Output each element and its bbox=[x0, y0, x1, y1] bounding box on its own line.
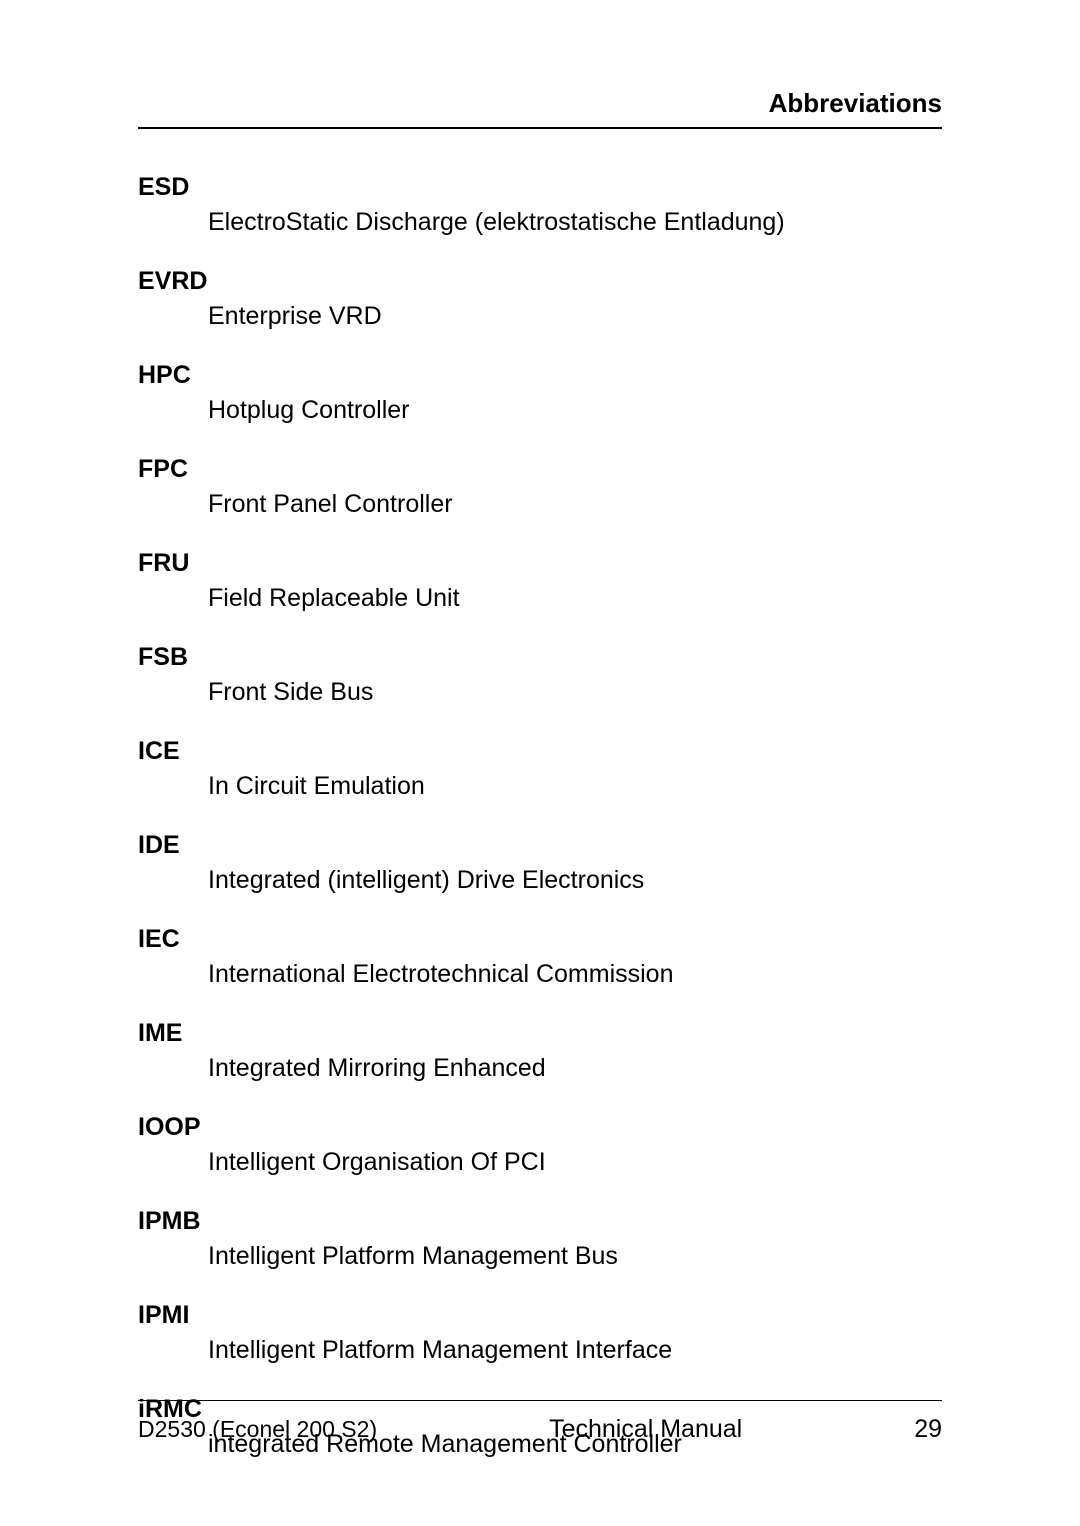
abbrev-entry: IME Integrated Mirroring Enhanced bbox=[138, 1019, 942, 1083]
abbrev-term: HPC bbox=[138, 361, 942, 390]
footer-doc-id: D2530 (Econel 200 S2) bbox=[138, 1416, 377, 1443]
page-footer: D2530 (Econel 200 S2) Technical Manual 2… bbox=[138, 1400, 942, 1444]
abbrev-entry: IPMI Intelligent Platform Management Int… bbox=[138, 1301, 942, 1365]
footer-doc-title: Technical Manual bbox=[549, 1415, 742, 1444]
abbrev-definition: International Electrotechnical Commissio… bbox=[138, 960, 942, 989]
abbrev-term: IOOP bbox=[138, 1113, 942, 1142]
abbrev-definition: Intelligent Platform Management Interfac… bbox=[138, 1336, 942, 1365]
abbrev-definition: Front Panel Controller bbox=[138, 490, 942, 519]
abbrev-definition: Integrated Mirroring Enhanced bbox=[138, 1054, 942, 1083]
footer-page-number: 29 bbox=[914, 1415, 942, 1444]
abbrev-definition: Field Replaceable Unit bbox=[138, 584, 942, 613]
abbrev-entry: HPC Hotplug Controller bbox=[138, 361, 942, 425]
abbrev-term: IPMB bbox=[138, 1207, 942, 1236]
abbrev-term: FPC bbox=[138, 455, 942, 484]
page-header: Abbreviations bbox=[138, 88, 942, 129]
abbrev-definition: ElectroStatic Discharge (elektrostatisch… bbox=[138, 208, 942, 237]
abbrev-entry: IPMB Intelligent Platform Management Bus bbox=[138, 1207, 942, 1271]
header-title: Abbreviations bbox=[769, 88, 942, 118]
abbrev-entry: ICE In Circuit Emulation bbox=[138, 737, 942, 801]
abbrev-definition: Enterprise VRD bbox=[138, 302, 942, 331]
footer-row: D2530 (Econel 200 S2) Technical Manual 2… bbox=[138, 1415, 942, 1444]
abbreviations-list: ESD ElectroStatic Discharge (elektrostat… bbox=[138, 173, 942, 1459]
abbrev-term: IPMI bbox=[138, 1301, 942, 1330]
abbrev-definition: Hotplug Controller bbox=[138, 396, 942, 425]
abbrev-term: ICE bbox=[138, 737, 942, 766]
abbrev-entry: IOOP Intelligent Organisation Of PCI bbox=[138, 1113, 942, 1177]
abbrev-term: FSB bbox=[138, 643, 942, 672]
abbrev-definition: Intelligent Platform Management Bus bbox=[138, 1242, 942, 1271]
abbrev-entry: ESD ElectroStatic Discharge (elektrostat… bbox=[138, 173, 942, 237]
abbrev-definition: In Circuit Emulation bbox=[138, 772, 942, 801]
abbrev-definition: Intelligent Organisation Of PCI bbox=[138, 1148, 942, 1177]
abbrev-definition: Front Side Bus bbox=[138, 678, 942, 707]
abbrev-term: IME bbox=[138, 1019, 942, 1048]
abbrev-definition: Integrated (intelligent) Drive Electroni… bbox=[138, 866, 942, 895]
abbrev-entry: IEC International Electrotechnical Commi… bbox=[138, 925, 942, 989]
abbrev-entry: FPC Front Panel Controller bbox=[138, 455, 942, 519]
abbrev-entry: FSB Front Side Bus bbox=[138, 643, 942, 707]
abbrev-term: IDE bbox=[138, 831, 942, 860]
abbrev-term: EVRD bbox=[138, 267, 942, 296]
abbrev-term: ESD bbox=[138, 173, 942, 202]
page: Abbreviations ESD ElectroStatic Discharg… bbox=[0, 0, 1080, 1526]
abbrev-entry: IDE Integrated (intelligent) Drive Elect… bbox=[138, 831, 942, 895]
abbrev-entry: EVRD Enterprise VRD bbox=[138, 267, 942, 331]
abbrev-term: FRU bbox=[138, 549, 942, 578]
abbrev-entry: FRU Field Replaceable Unit bbox=[138, 549, 942, 613]
abbrev-term: IEC bbox=[138, 925, 942, 954]
